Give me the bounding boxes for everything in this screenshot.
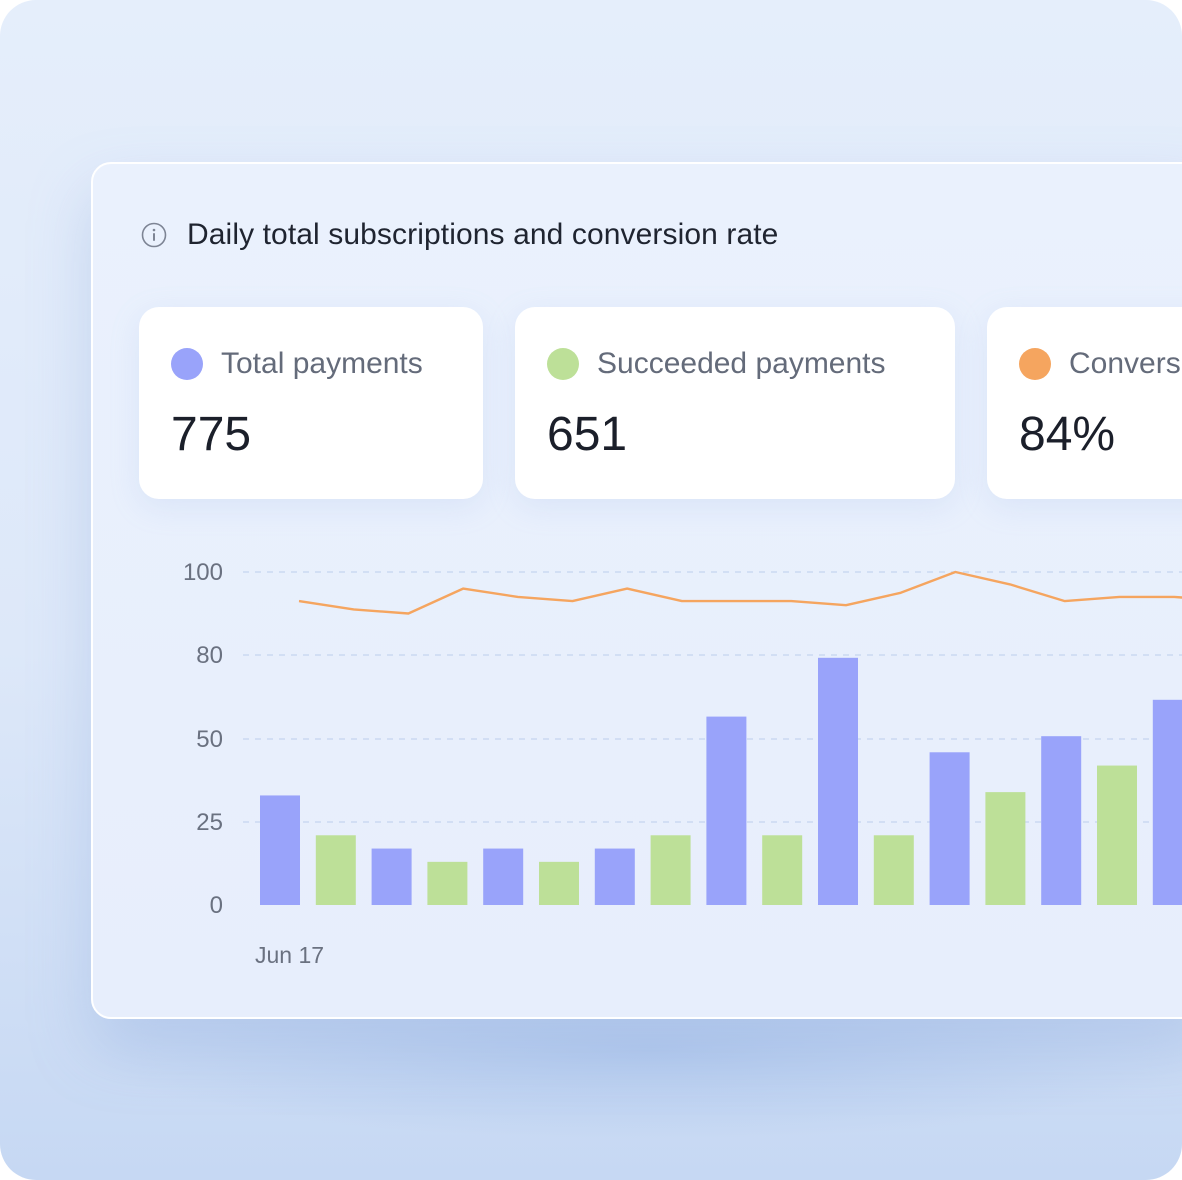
y-tick-label: 100 bbox=[183, 559, 223, 586]
bar[interactable] bbox=[1041, 736, 1082, 905]
bar[interactable] bbox=[1097, 765, 1137, 905]
bar[interactable] bbox=[818, 657, 858, 905]
chart-panel: Daily total subscriptions and conversion… bbox=[91, 162, 1182, 1019]
bar[interactable] bbox=[483, 848, 524, 905]
panel-header: Daily total subscriptions and conversion… bbox=[141, 218, 778, 252]
stat-label-row: Conversion rate bbox=[1019, 347, 1182, 381]
x-tick-label: Jun 17 bbox=[255, 942, 324, 968]
stat-value: 84% bbox=[1019, 408, 1116, 461]
chart-title: Daily total subscriptions and conversion… bbox=[187, 218, 779, 251]
bar[interactable] bbox=[371, 848, 412, 905]
bar[interactable] bbox=[315, 835, 356, 905]
stat-value: 775 bbox=[171, 408, 252, 461]
legend-dot-conversion-rate bbox=[1019, 348, 1051, 380]
bar-line-chart: 100 80 50 25 0 Jun 17 bbox=[183, 559, 1182, 968]
conversion-rate-line bbox=[298, 570, 1182, 615]
stat-label: Total payments bbox=[221, 347, 423, 380]
y-tick-label: 80 bbox=[196, 642, 223, 669]
bar[interactable] bbox=[929, 752, 970, 905]
stat-card-total-payments[interactable]: Total payments 775 bbox=[139, 307, 483, 499]
y-tick-label: 25 bbox=[196, 809, 223, 836]
stat-value: 651 bbox=[547, 408, 628, 461]
bar[interactable] bbox=[260, 795, 300, 905]
legend-dot-total-payments bbox=[171, 348, 203, 380]
stat-label-row: Total payments bbox=[171, 347, 423, 381]
stat-label: Conversion rate bbox=[1069, 347, 1182, 380]
bar[interactable] bbox=[706, 716, 747, 905]
stat-label-row: Succeeded payments bbox=[547, 347, 886, 381]
bar[interactable] bbox=[985, 792, 1026, 905]
legend-dot-succeeded-payments bbox=[547, 348, 579, 380]
stat-card-conversion-rate[interactable]: Conversion rate 84% bbox=[987, 307, 1182, 499]
bar[interactable] bbox=[427, 861, 468, 905]
bar[interactable] bbox=[539, 861, 579, 905]
stat-card-succeeded-payments[interactable]: Succeeded payments 651 bbox=[515, 307, 955, 499]
y-tick-label: 50 bbox=[196, 726, 223, 753]
y-tick-label: 0 bbox=[210, 892, 223, 919]
bar[interactable] bbox=[762, 835, 803, 905]
stat-label: Succeeded payments bbox=[597, 347, 886, 380]
bar[interactable] bbox=[1152, 699, 1182, 905]
bar[interactable] bbox=[594, 848, 635, 905]
bar[interactable] bbox=[650, 835, 691, 905]
bar[interactable] bbox=[873, 835, 914, 905]
info-icon[interactable] bbox=[141, 222, 167, 248]
